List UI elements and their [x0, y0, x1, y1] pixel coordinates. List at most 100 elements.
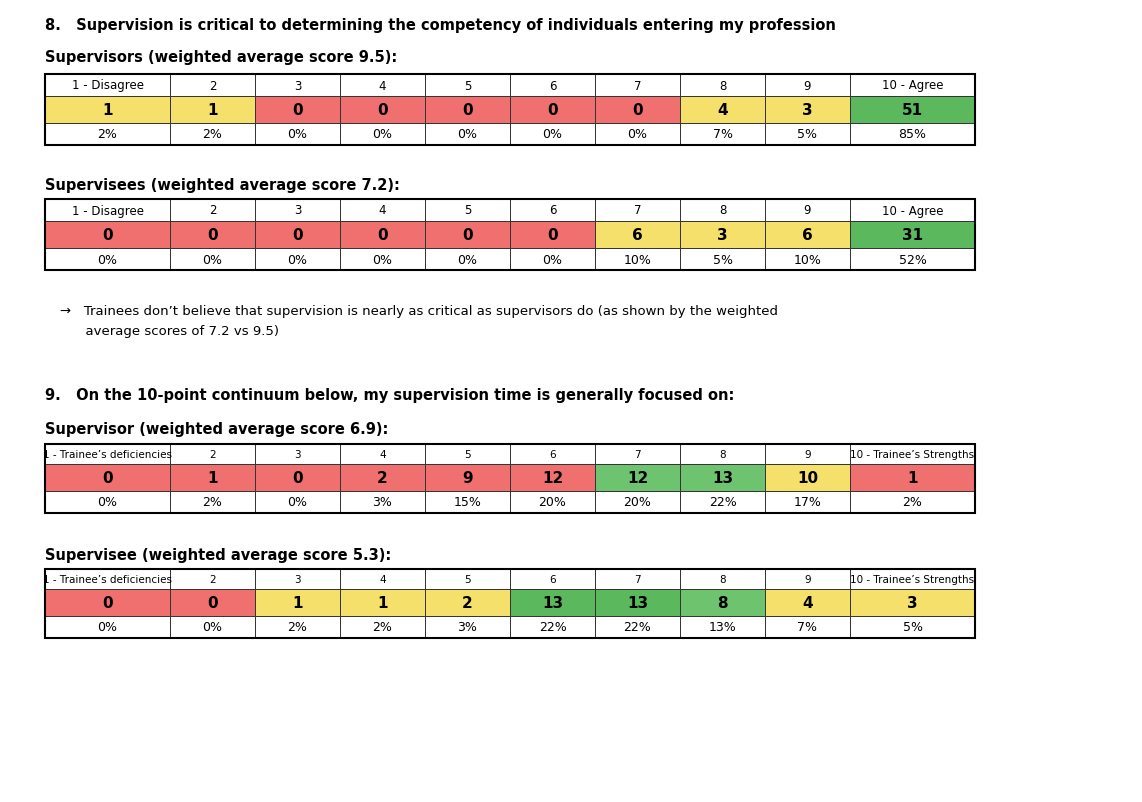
Bar: [340, 221, 425, 249]
Bar: [255, 249, 340, 270]
Text: 52%: 52%: [899, 253, 926, 266]
Bar: [45, 492, 170, 513]
Bar: [765, 464, 850, 492]
Bar: [850, 444, 975, 464]
Bar: [510, 492, 595, 513]
Text: 2: 2: [377, 471, 388, 485]
Text: 0: 0: [547, 228, 557, 243]
Text: 0: 0: [102, 471, 113, 485]
Bar: [510, 589, 595, 616]
Bar: [45, 200, 975, 270]
Text: 1 - Disagree: 1 - Disagree: [72, 205, 144, 217]
Text: 5: 5: [464, 449, 471, 460]
Text: 0%: 0%: [458, 253, 477, 266]
Bar: [45, 444, 170, 464]
Text: 8.   Supervision is critical to determining the competency of individuals enteri: 8. Supervision is critical to determinin…: [45, 18, 836, 33]
Text: 10%: 10%: [624, 253, 651, 266]
Bar: [850, 97, 975, 124]
Bar: [679, 589, 765, 616]
Bar: [765, 75, 850, 97]
Text: 12: 12: [627, 471, 649, 485]
Bar: [850, 75, 975, 97]
Text: 6: 6: [549, 449, 556, 460]
Text: →   Trainees don’t believe that supervision is nearly as critical as supervisors: → Trainees don’t believe that supervisio…: [61, 305, 778, 318]
Text: 0: 0: [102, 228, 113, 243]
Bar: [595, 444, 679, 464]
Bar: [850, 589, 975, 616]
Text: 10 - Agree: 10 - Agree: [882, 205, 943, 217]
Bar: [850, 492, 975, 513]
Text: 7: 7: [634, 449, 641, 460]
Bar: [765, 249, 850, 270]
Bar: [170, 75, 255, 97]
Bar: [510, 249, 595, 270]
Bar: [679, 492, 765, 513]
Bar: [45, 124, 170, 146]
Text: 3: 3: [907, 595, 918, 610]
Text: 3: 3: [717, 228, 727, 243]
Text: Supervisee (weighted average score 5.3):: Supervisee (weighted average score 5.3):: [45, 547, 392, 562]
Text: 8: 8: [718, 205, 726, 217]
Text: 4: 4: [717, 103, 727, 118]
Text: 2: 2: [209, 79, 216, 92]
Text: 0: 0: [292, 103, 303, 118]
Text: 9: 9: [804, 205, 811, 217]
Text: 1: 1: [207, 103, 218, 118]
Bar: [679, 200, 765, 221]
Text: 2: 2: [209, 205, 216, 217]
Bar: [340, 97, 425, 124]
Bar: [510, 616, 595, 638]
Text: 3: 3: [802, 103, 813, 118]
Bar: [255, 616, 340, 638]
Text: 1 - Trainee’s deficiencies: 1 - Trainee’s deficiencies: [43, 449, 172, 460]
Bar: [679, 616, 765, 638]
Text: 31: 31: [902, 228, 923, 243]
Text: 10 - Trainee’s Strengths: 10 - Trainee’s Strengths: [851, 574, 974, 585]
Bar: [765, 444, 850, 464]
Bar: [595, 221, 679, 249]
Bar: [45, 444, 975, 513]
Bar: [170, 616, 255, 638]
Text: 17%: 17%: [794, 496, 821, 508]
Bar: [510, 97, 595, 124]
Bar: [45, 221, 170, 249]
Text: 6: 6: [549, 574, 556, 585]
Bar: [45, 569, 170, 589]
Text: 0%: 0%: [288, 128, 307, 141]
Text: 2: 2: [463, 595, 473, 610]
Text: 0: 0: [207, 595, 218, 610]
Text: 22%: 22%: [539, 621, 566, 634]
Text: 1: 1: [907, 471, 918, 485]
Bar: [425, 97, 510, 124]
Bar: [340, 124, 425, 146]
Text: 13: 13: [711, 471, 733, 485]
Text: 9: 9: [804, 574, 811, 585]
Text: 0: 0: [463, 228, 473, 243]
Text: 6: 6: [633, 228, 643, 243]
Bar: [679, 464, 765, 492]
Text: 0: 0: [463, 103, 473, 118]
Bar: [850, 569, 975, 589]
Bar: [595, 249, 679, 270]
Text: Supervisors (weighted average score 9.5):: Supervisors (weighted average score 9.5)…: [45, 50, 397, 65]
Text: 20%: 20%: [624, 496, 651, 508]
Text: 0%: 0%: [288, 496, 307, 508]
Text: 85%: 85%: [899, 128, 926, 141]
Bar: [765, 569, 850, 589]
Text: 1: 1: [207, 471, 218, 485]
Text: 2: 2: [209, 449, 216, 460]
Text: 10 - Agree: 10 - Agree: [882, 79, 943, 92]
Text: 6: 6: [549, 205, 556, 217]
Bar: [170, 569, 255, 589]
Bar: [425, 444, 510, 464]
Text: 13: 13: [542, 595, 563, 610]
Text: 7%: 7%: [797, 621, 818, 634]
Text: 3: 3: [293, 205, 301, 217]
Text: 4: 4: [802, 595, 813, 610]
Bar: [850, 124, 975, 146]
Text: 4: 4: [379, 449, 386, 460]
Text: 0: 0: [292, 228, 303, 243]
Text: 3%: 3%: [458, 621, 477, 634]
Bar: [340, 249, 425, 270]
Text: 0%: 0%: [288, 253, 307, 266]
